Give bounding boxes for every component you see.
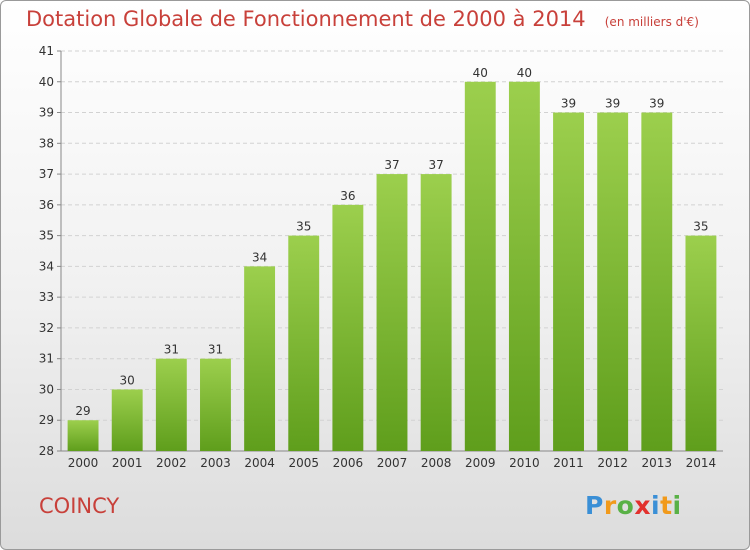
y-tick-label: 33 [39, 290, 54, 304]
data-label: 37 [428, 158, 443, 172]
x-tick-label: 2005 [288, 456, 319, 470]
x-tick-label: 2010 [509, 456, 540, 470]
x-tick-label: 2012 [597, 456, 628, 470]
y-tick-label: 32 [39, 321, 54, 335]
data-label: 29 [75, 404, 90, 418]
chart-subtitle: (en milliers d'€) [604, 15, 699, 29]
logo-letter: i [651, 491, 661, 520]
x-tick-label: 2014 [686, 456, 717, 470]
data-label: 34 [252, 250, 267, 264]
y-tick-label: 34 [39, 259, 54, 273]
bar [376, 174, 408, 452]
bar [288, 235, 320, 451]
data-label: 37 [384, 158, 399, 172]
bar [464, 81, 496, 452]
data-label: 40 [473, 66, 488, 80]
x-tick-label: 2013 [642, 456, 673, 470]
logo-letter: P [585, 491, 604, 520]
x-tick-label: 2011 [553, 456, 584, 470]
logo-letter: o [616, 491, 635, 520]
y-tick-label: 31 [39, 352, 54, 366]
bar [200, 358, 231, 451]
x-tick-label: 2002 [156, 456, 187, 470]
y-tick-label: 30 [39, 382, 54, 396]
data-label: 31 [208, 343, 223, 357]
data-label: 30 [120, 373, 135, 387]
y-tick-label: 35 [39, 229, 54, 243]
bar [597, 112, 629, 452]
bar [508, 81, 540, 452]
x-tick-label: 2006 [333, 456, 364, 470]
logo-letter: r [603, 491, 617, 520]
y-tick-label: 29 [39, 413, 54, 427]
data-label: 39 [605, 97, 620, 111]
bar [553, 112, 584, 452]
data-label: 35 [296, 220, 311, 234]
bar [244, 266, 276, 451]
logo-letter: t [660, 491, 673, 520]
bar [641, 112, 673, 452]
y-tick-label: 40 [39, 75, 54, 89]
bar [111, 389, 143, 451]
data-label: 39 [649, 97, 664, 111]
data-label: 35 [693, 220, 708, 234]
title-block: Dotation Globale de Fonctionnement de 20… [26, 7, 699, 31]
x-tick-label: 2004 [244, 456, 275, 470]
logo-letter: i [672, 491, 682, 520]
bar [685, 235, 717, 451]
commune-name: COINCY [39, 494, 120, 518]
data-label: 31 [164, 343, 179, 357]
x-tick-label: 2009 [465, 456, 496, 470]
bar [67, 420, 99, 451]
y-tick-label: 38 [39, 136, 54, 150]
y-tick-label: 41 [39, 44, 54, 58]
proxiti-logo[interactable]: Proxiti [585, 491, 682, 520]
x-tick-label: 2007 [377, 456, 408, 470]
bar [332, 204, 364, 451]
y-tick-label: 28 [39, 444, 54, 458]
x-tick-label: 2000 [68, 456, 99, 470]
y-tick-label: 37 [39, 167, 54, 181]
bar [155, 358, 187, 451]
bar [420, 174, 452, 452]
x-tick-label: 2001 [112, 456, 143, 470]
x-tick-label: 2008 [421, 456, 452, 470]
x-tick-label: 2003 [200, 456, 231, 470]
data-label: 36 [340, 189, 355, 203]
data-label: 40 [517, 66, 532, 80]
y-tick-label: 39 [39, 106, 54, 120]
chart-title: Dotation Globale de Fonctionnement de 20… [26, 7, 586, 31]
data-label: 39 [561, 97, 576, 111]
logo-letter: x [634, 491, 651, 520]
y-tick-label: 36 [39, 198, 54, 212]
